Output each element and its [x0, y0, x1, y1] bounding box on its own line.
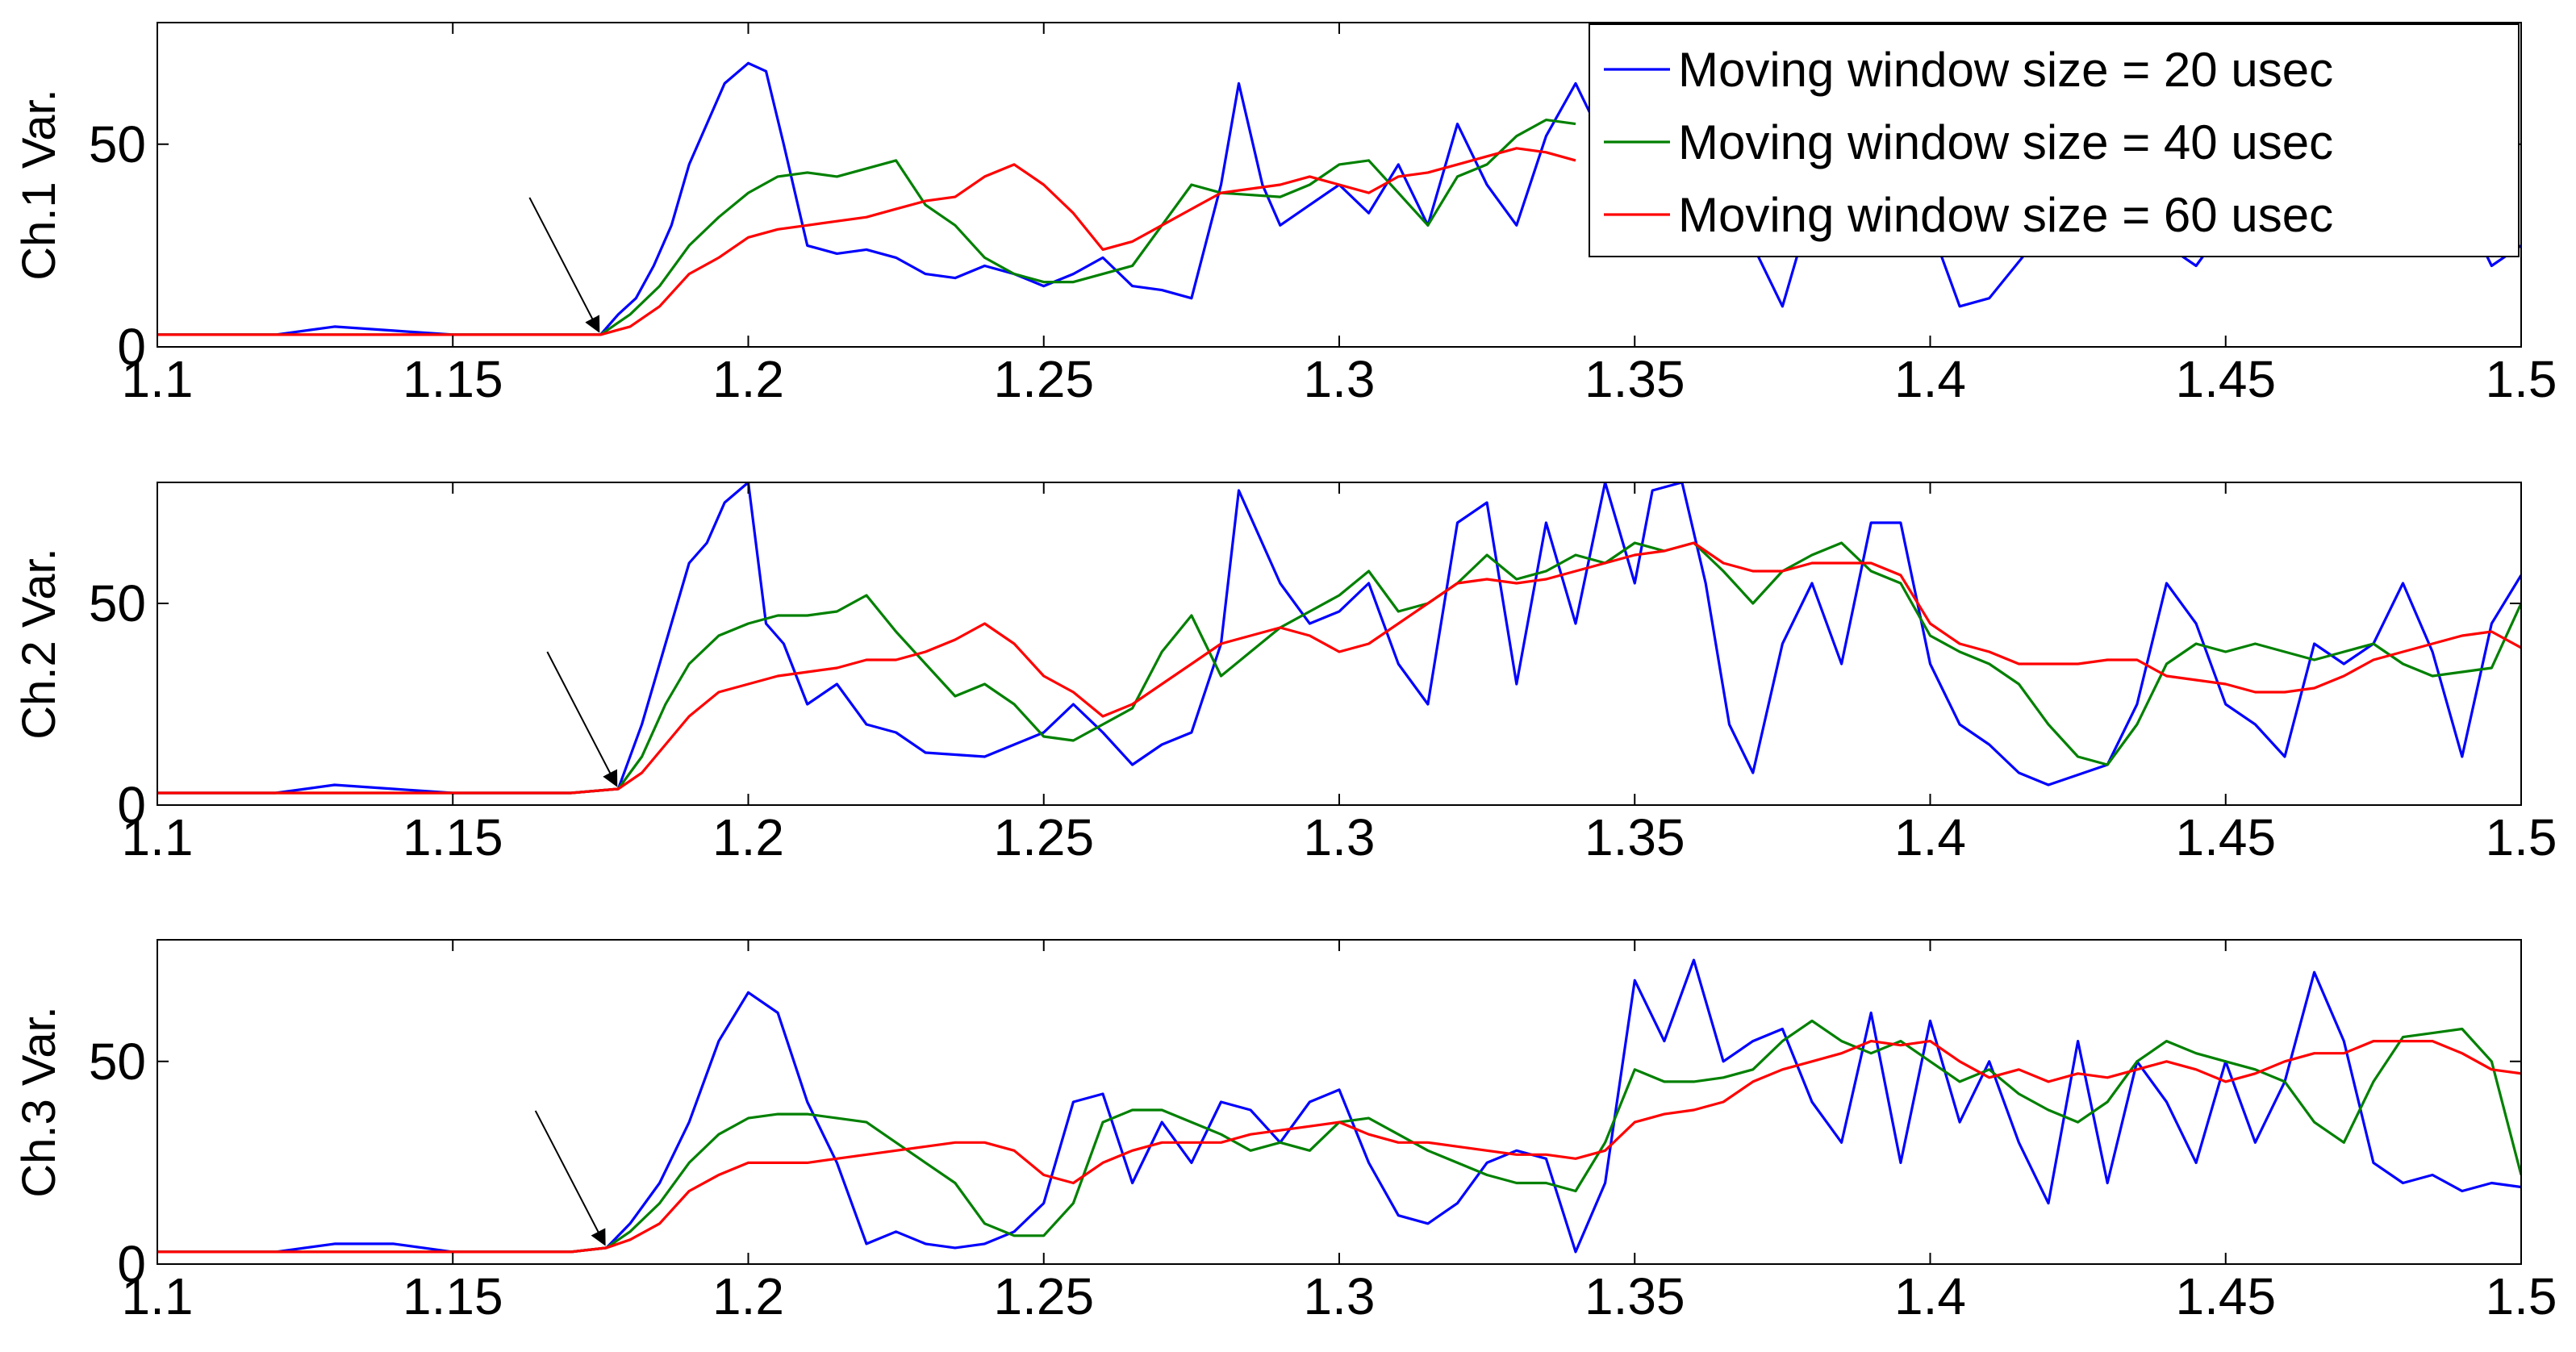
x-tick-label: 1.1 [122, 350, 194, 408]
x-tick-label: 1.45 [2175, 350, 2276, 408]
x-tick-label: 1.4 [1894, 808, 1966, 866]
x-tick-label: 1.5 [2486, 350, 2557, 408]
legend-entry: Moving window size = 40 usec [1678, 115, 2333, 169]
x-tick-label: 1.15 [403, 350, 503, 408]
series-group [157, 61, 2521, 336]
onset-arrow [534, 1110, 606, 1246]
x-tick-label: 1.3 [1304, 808, 1376, 866]
onset-arrow [528, 197, 600, 333]
series-line-40usec [157, 119, 1576, 336]
x-tick-label: 1.35 [1584, 808, 1685, 866]
panel-ch2: 1.1 1.15 1.2 1.25 1.3 1.35 1.4 1.45 1.5 0 50 Ch.2 V… [13, 482, 2557, 866]
series-line-40usec [157, 541, 2521, 795]
x-tick-label: 1.5 [2486, 1267, 2557, 1325]
x-tick-label: 1.25 [993, 1267, 1094, 1325]
y-tick-label: 50 [89, 115, 146, 173]
series-line-20usec [157, 482, 2521, 795]
x-tick-label: 1.15 [403, 808, 503, 866]
legend-entry: Moving window size = 20 usec [1678, 43, 2333, 97]
legend-box [1589, 23, 2520, 257]
x-tick-label: 1.4 [1894, 350, 1966, 408]
panel-ch1: 1.1 1.15 1.2 1.25 1.3 1.35 1.4 1.45 1.5 0 50 Ch.1 V… [13, 22, 2557, 408]
series-line-60usec [157, 147, 1576, 336]
x-tick-label: 1.45 [2175, 1267, 2276, 1325]
x-tick-label: 1.1 [122, 1267, 194, 1325]
x-tick-label: 1.25 [993, 808, 1094, 866]
y-axis-label: Ch.3 Var. [13, 1006, 65, 1198]
series-line-60usec [157, 541, 2521, 795]
series-line-60usec [157, 1039, 2521, 1254]
x-tick-label: 1.45 [2175, 808, 2276, 866]
y-tick-label: 0 [117, 776, 146, 834]
x-tick-label: 1.4 [1894, 1267, 1966, 1325]
x-tick-label: 1.25 [993, 350, 1094, 408]
axes-frame [157, 482, 2522, 806]
y-axis-label: Ch.1 Var. [13, 89, 65, 281]
x-tick-label: 1.35 [1584, 1267, 1685, 1325]
series-line-20usec [157, 958, 2521, 1254]
series-group [157, 958, 2521, 1254]
y-tick-label: 0 [117, 318, 146, 376]
series-group [157, 482, 2521, 795]
x-tick-label: 1.3 [1304, 1267, 1376, 1325]
y-axis-label: Ch.2 Var. [13, 548, 65, 740]
onset-arrow [546, 651, 618, 787]
x-tick-label: 1.35 [1584, 350, 1685, 408]
x-tick-label: 1.2 [712, 1267, 784, 1325]
series-line-20usec [157, 61, 2521, 336]
x-tick-label: 1.15 [403, 1267, 503, 1325]
y-tick-label: 50 [89, 574, 146, 632]
x-tick-label: 1.2 [712, 808, 784, 866]
x-tick-label: 1.2 [712, 350, 784, 408]
panel-ch3: 1.1 1.15 1.2 1.25 1.3 1.35 1.4 1.45 1.5 0 50 Ch.3 V… [13, 939, 2557, 1325]
x-tick-label: 1.5 [2486, 808, 2557, 866]
y-tick-label: 50 [89, 1033, 146, 1091]
legend: Moving window size = 20 usec Moving windo… [1589, 23, 2520, 257]
legend-entry: Moving window size = 60 usec [1678, 188, 2333, 242]
y-tick-label: 0 [117, 1235, 146, 1293]
series-line-40usec [157, 1019, 2521, 1254]
x-tick-label: 1.3 [1304, 350, 1376, 408]
x-tick-label: 1.1 [122, 808, 194, 866]
